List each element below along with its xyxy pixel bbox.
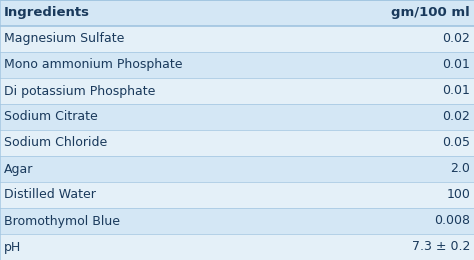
Text: 100: 100: [447, 188, 470, 202]
Bar: [0, 156, 474, 182]
Bar: [0, 208, 474, 234]
Bar: [0, 234, 474, 260]
Text: Mono ammonium Phosphate: Mono ammonium Phosphate: [4, 58, 182, 72]
Bar: [0, 182, 474, 208]
Text: 0.05: 0.05: [442, 136, 470, 149]
Bar: [0, 78, 474, 104]
Bar: [0, 104, 474, 130]
Text: Distilled Water: Distilled Water: [4, 188, 96, 202]
Text: 0.01: 0.01: [442, 84, 470, 98]
Text: Magnesium Sulfate: Magnesium Sulfate: [4, 32, 124, 46]
Text: gm/100 ml: gm/100 ml: [392, 6, 470, 20]
Text: 0.008: 0.008: [434, 214, 470, 228]
Text: Sodium Chloride: Sodium Chloride: [4, 136, 107, 149]
Text: Agar: Agar: [4, 162, 33, 176]
Text: 0.02: 0.02: [442, 110, 470, 124]
Text: Bromothymol Blue: Bromothymol Blue: [4, 214, 120, 228]
Text: 0.01: 0.01: [442, 58, 470, 72]
Text: Sodium Citrate: Sodium Citrate: [4, 110, 98, 124]
Bar: [0, 26, 474, 52]
Bar: [0, 130, 474, 156]
Text: Ingredients: Ingredients: [4, 6, 90, 20]
Bar: [0, 52, 474, 78]
Text: 2.0: 2.0: [450, 162, 470, 176]
Text: Di potassium Phosphate: Di potassium Phosphate: [4, 84, 155, 98]
Bar: [0, 0, 474, 26]
Text: 7.3 ± 0.2: 7.3 ± 0.2: [412, 240, 470, 253]
Text: 0.02: 0.02: [442, 32, 470, 46]
Text: pH: pH: [4, 240, 21, 253]
